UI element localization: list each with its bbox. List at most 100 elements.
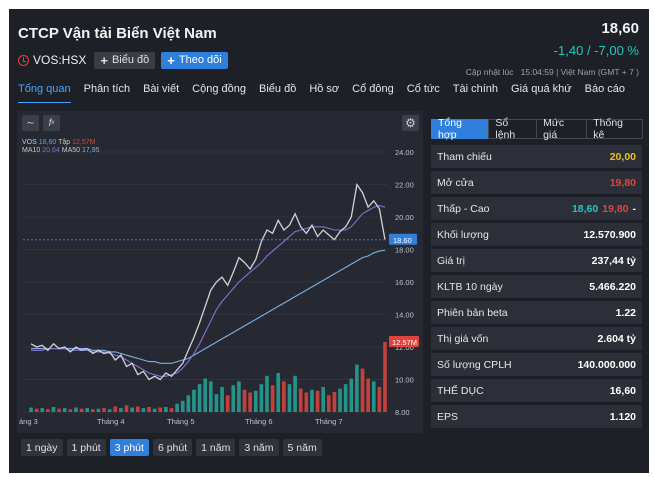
volume-bar [332,391,337,412]
current-price-label: 18.60 [393,236,412,245]
chart-button-label: Biểu đồ [111,54,150,66]
period-5-year[interactable]: 5 năm [282,439,322,456]
volume-bar [298,388,303,412]
volume-bar [338,388,342,412]
y-tick-label: 10.00 [395,376,414,385]
legend-volume-label: Tập [58,139,71,146]
volume-bar [343,384,348,412]
volume-bar [310,389,314,412]
volume-bar [180,400,185,412]
volume-bar [57,408,61,412]
tab-community[interactable]: Cộng đồng [192,83,246,95]
volume-bar [124,405,129,412]
tab-reports[interactable]: Báo cáo [584,83,625,95]
volume-bar [107,409,112,412]
volume-bar [259,384,264,412]
volume-bar [113,406,118,412]
tab-profile[interactable]: Hồ sơ [309,83,340,95]
volume-bar [231,385,236,412]
volume-bar [203,378,208,412]
chart-legend: VOS 18,60 Tập 12,57M MA10 20,64 MA50 17,… [22,139,100,155]
updated-label: Cập nhật lúc [465,67,514,77]
current-price: 18,60 [601,20,639,37]
stat-label: Số lượng CPLH [437,358,512,371]
chart-button[interactable]: + Biểu đồ [94,51,156,69]
x-tick-label: áng 3 [19,417,38,426]
tab-historical-prices[interactable]: Giá quá khứ [511,83,572,95]
stat-label: Thị giá vốn [437,332,489,345]
tab-chart[interactable]: Biểu đồ [259,83,297,95]
volume-bar [29,407,33,412]
stats-tab-summary[interactable]: Tổng hợp [431,117,490,141]
volume-bar [186,395,191,412]
volume-bar [242,389,247,412]
tab-articles[interactable]: Bài viết [143,83,180,95]
tab-analysis[interactable]: Phân tích [83,83,131,95]
volume-bar [102,408,106,412]
volume-bar [164,406,168,412]
app-window: CTCP Vận tải Biển Việt Nam 18,60 -1,40 /… [9,9,649,473]
price-chart[interactable]: 24.00 22.00 20.00 18.00 16.00 14.00 12.00 10.00… [17,111,423,433]
stat-label: THẾ DỤC [437,384,484,397]
stat-label: Thấp - Cao [437,202,490,215]
stat-label: EPS [437,410,459,423]
stat-value-group: 18,60 19,80 - [568,203,636,215]
stats-panel: Tổng hợp Sổ lệnh Mức giá Thống kê Tham c… [431,117,643,431]
volume-bar [360,368,365,412]
period-3-year[interactable]: 3 năm [239,439,279,456]
stat-tail: - [632,202,637,215]
volume-bar [158,407,163,412]
stat-label: Mở cửa [437,176,474,189]
volume-bar [225,395,230,412]
company-name: CTCP Vận tải Biển Việt Nam [18,25,217,42]
volume-bar [141,408,146,412]
period-selector: 1 ngày 1 phút 3 phút 6 phút 1 năm 3 năm … [21,439,326,456]
stat-row-reference: Tham chiếu 20,00 [431,145,642,168]
volume-bar [371,381,376,412]
y-tick-label: 12.00 [395,343,414,352]
volume-bar [270,385,275,412]
tab-overview[interactable]: Tổng quan [18,83,71,103]
period-3-min[interactable]: 3 phút [109,439,149,456]
stat-row-beta: Phiên bản beta 1.22 [431,301,642,324]
volume-bar [85,408,90,412]
follow-button[interactable]: + Theo dõi [161,51,228,69]
stat-value: 12.570.900 [583,228,636,241]
y-tick-label: 22.00 [395,181,414,190]
period-1-min[interactable]: 1 phút [66,439,106,456]
tab-shareholders[interactable]: Cổ đông [352,83,394,95]
line-tool-icon[interactable]: ∼ [22,115,39,131]
last-updated: Cập nhật lúc 15:04:59 | Việt Nam (GMT + … [466,67,639,77]
tab-dividends[interactable]: Cổ tức [406,83,440,95]
stats-tab-price-levels[interactable]: Mức giá [536,117,588,141]
volume-bar [119,408,123,412]
updated-timezone: | Việt Nam (GMT + 7 ) [556,67,639,77]
stat-label: Tham chiếu [437,150,492,163]
volume-bar [377,386,382,412]
stat-row-eps: EPS 1.120 [431,405,642,428]
stat-value: 140.000.000 [577,358,636,371]
y-tick-label: 20.00 [395,213,414,222]
stat-value: 2.604 tỷ [597,332,636,345]
clock-icon [18,54,29,66]
stats-tab-statistics[interactable]: Thống kê [586,117,643,141]
legend-volume: 12,57M [72,139,96,146]
period-1-day[interactable]: 1 ngày [21,439,63,456]
y-tick-label: 8.00 [395,408,410,417]
stats-tab-orderbook[interactable]: Sổ lệnh [488,117,538,141]
period-1-year[interactable]: 1 năm [196,439,236,456]
stat-row-volume: Khối lượng 12.570.900 [431,223,642,246]
volume-bar [293,375,297,412]
ma50-line [31,249,386,364]
legend-price: 18,60 [38,139,57,146]
price-line [30,182,386,381]
volume-bar [248,392,252,412]
period-6-min[interactable]: 6 phút [152,439,193,456]
volume-bar [197,384,202,412]
volume-bar [326,395,331,412]
tab-financials[interactable]: Tài chính [452,83,499,95]
ma10-line [31,205,386,377]
volume-bar [79,408,84,412]
gear-icon[interactable]: ⚙ [402,115,419,131]
